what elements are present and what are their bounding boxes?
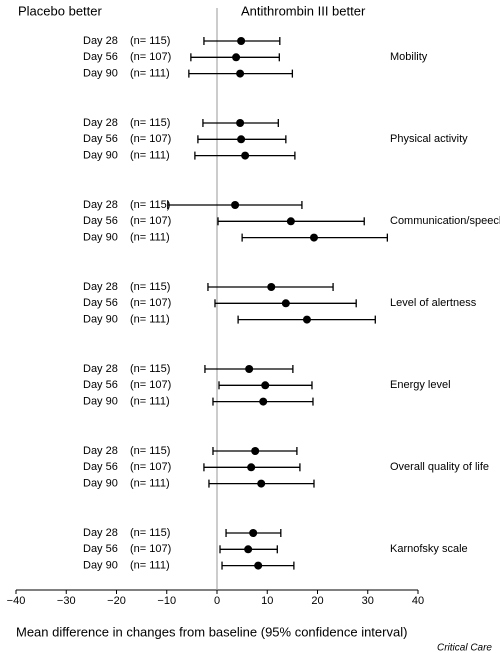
row-label: Day 28: [83, 35, 118, 47]
point-estimate: [281, 299, 290, 308]
x-tick-label: −20: [107, 595, 126, 607]
row-label: Day 28: [83, 445, 118, 457]
row-n: (n= 115): [130, 281, 170, 293]
row-n: (n= 111): [130, 478, 170, 490]
row-n: (n= 115): [130, 35, 170, 47]
row-label: Day 56: [83, 297, 118, 309]
row-n: (n= 111): [130, 560, 170, 572]
group-label: Energy level: [390, 379, 451, 391]
point-estimate: [309, 233, 318, 242]
point-estimate: [286, 217, 295, 226]
row-label: Day 90: [83, 478, 118, 490]
point-estimate: [251, 447, 260, 455]
row-n: (n= 107): [130, 215, 171, 227]
x-tick-label: −10: [157, 595, 176, 607]
row-label: Day 56: [83, 133, 118, 145]
row-n: (n= 107): [130, 379, 171, 391]
row-label: Day 28: [83, 527, 118, 539]
point-estimate: [244, 545, 253, 554]
x-tick-label: 10: [261, 595, 273, 607]
row-label: Day 90: [83, 232, 118, 244]
row-label: Day 28: [83, 117, 118, 129]
x-tick-label: 0: [214, 595, 220, 607]
row-label: Day 90: [83, 150, 118, 162]
row-label: Day 28: [83, 363, 118, 375]
row-n: (n= 115): [130, 445, 170, 457]
point-estimate: [237, 37, 246, 45]
row-label: Day 56: [83, 543, 118, 555]
group-label: Communication/speech: [390, 215, 500, 227]
row-label: Day 56: [83, 379, 118, 391]
point-estimate: [247, 463, 256, 472]
point-estimate: [241, 151, 250, 160]
x-tick-label: −40: [7, 595, 26, 607]
row-n: (n= 111): [130, 68, 170, 80]
group-label: Physical activity: [390, 133, 468, 145]
group-label: Karnofsky scale: [390, 543, 468, 555]
point-estimate: [245, 365, 254, 373]
row-label: Day 90: [83, 68, 118, 80]
point-estimate: [236, 119, 245, 127]
point-estimate: [302, 315, 311, 324]
group-label: Mobility: [390, 51, 428, 63]
x-tick-label: 30: [362, 595, 374, 607]
row-n: (n= 111): [130, 232, 170, 244]
row-n: (n= 115): [130, 363, 170, 375]
point-estimate: [236, 69, 245, 78]
row-n: (n= 107): [130, 461, 171, 473]
right-header: Antithrombin III better: [241, 3, 366, 18]
row-n: (n= 107): [130, 51, 171, 63]
point-estimate: [231, 201, 240, 209]
row-label: Day 90: [83, 560, 118, 572]
point-estimate: [257, 479, 266, 488]
row-label: Day 28: [83, 199, 118, 211]
row-n: (n= 107): [130, 543, 171, 555]
row-n: (n= 115): [130, 527, 170, 539]
source: Critical Care: [437, 643, 492, 653]
row-label: Day 56: [83, 215, 118, 227]
point-estimate: [254, 561, 263, 570]
row-n: (n= 111): [130, 314, 170, 326]
point-estimate: [267, 283, 276, 291]
row-n: (n= 107): [130, 297, 171, 309]
group-label: Overall quality of life: [390, 461, 489, 473]
row-n: (n= 111): [130, 396, 170, 408]
left-header: Placebo better: [18, 3, 103, 18]
x-tick-label: 20: [311, 595, 323, 607]
row-label: Day 90: [83, 314, 118, 326]
row-label: Day 56: [83, 51, 118, 63]
point-estimate: [232, 53, 241, 62]
x-tick-label: −30: [57, 595, 76, 607]
x-axis-title: Mean difference in changes from baseline…: [16, 624, 407, 639]
row-n: (n= 111): [130, 150, 170, 162]
row-label: Day 56: [83, 461, 118, 473]
point-estimate: [261, 381, 270, 390]
row-n: (n= 115): [130, 117, 170, 129]
point-estimate: [237, 135, 246, 144]
row-label: Day 90: [83, 396, 118, 408]
row-label: Day 28: [83, 281, 118, 293]
group-label: Level of alertness: [390, 297, 477, 309]
row-n: (n= 115): [130, 199, 170, 211]
row-n: (n= 107): [130, 133, 171, 145]
point-estimate: [259, 397, 268, 406]
point-estimate: [249, 529, 258, 537]
x-tick-label: 40: [412, 595, 424, 607]
